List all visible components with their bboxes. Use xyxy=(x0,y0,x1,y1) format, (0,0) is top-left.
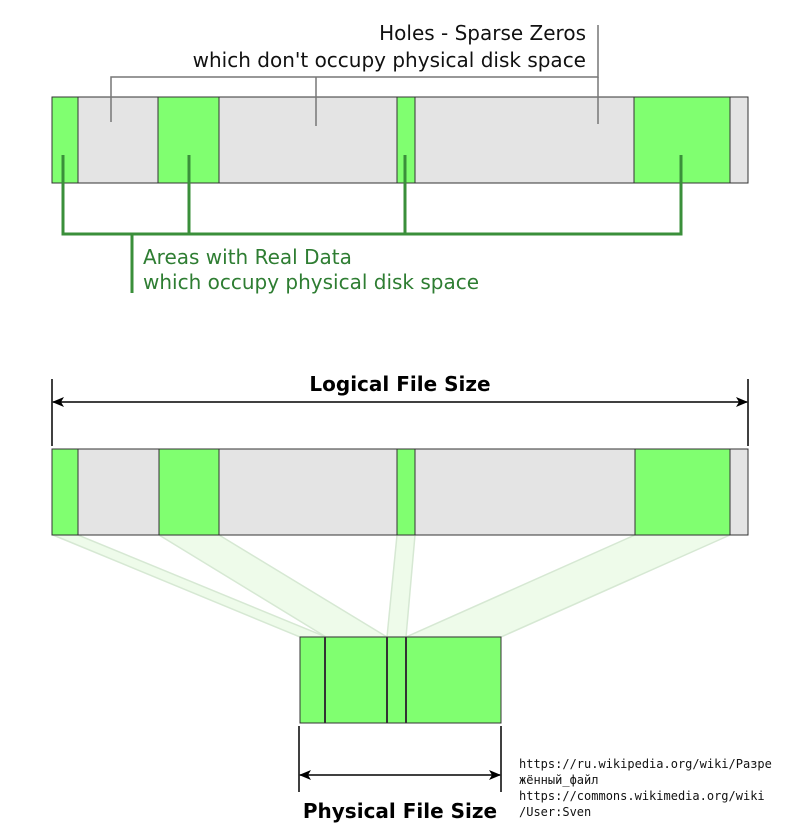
data-label-line1: Areas with Real Data xyxy=(143,245,352,269)
top-file-bar xyxy=(51,96,749,184)
source-credit: https://ru.wikipedia.org/wiki/Разре жённы… xyxy=(519,756,799,820)
logical-size-dimension xyxy=(51,379,749,446)
top-data-block xyxy=(51,96,79,184)
credit-line: https://ru.wikipedia.org/wiki/Разре xyxy=(519,757,772,771)
data-bracket xyxy=(61,155,683,293)
logical-data-block xyxy=(158,448,220,536)
credit-line: жённый_файл xyxy=(519,773,599,787)
credit-line: https://commons.wikimedia.org/wiki xyxy=(519,789,765,803)
projection-band xyxy=(405,534,731,638)
data-label-line2: which occupy physical disk space xyxy=(143,270,479,294)
credit-line: /User:Sven xyxy=(519,805,592,819)
projection-bands xyxy=(52,534,731,638)
logical-data-block xyxy=(396,448,416,536)
logical-data-block xyxy=(51,448,79,536)
physical-size-label: Physical File Size xyxy=(303,799,497,823)
logical-data-block xyxy=(634,448,731,536)
holes-label-line2: which don't occupy physical disk space xyxy=(193,48,586,72)
holes-label-line1: Holes - Sparse Zeros xyxy=(379,21,586,45)
logical-file-bar xyxy=(51,448,749,536)
physical-file-block xyxy=(299,636,502,724)
physical-size-dimension xyxy=(298,726,502,792)
logical-size-label: Logical File Size xyxy=(309,372,490,396)
holes-bracket xyxy=(110,25,599,126)
physical-data-block xyxy=(299,636,502,724)
projection-band xyxy=(386,534,416,638)
